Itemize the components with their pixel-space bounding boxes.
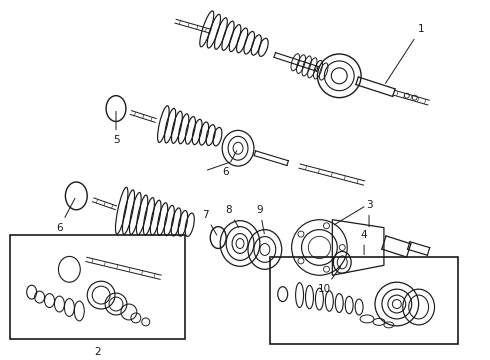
- Text: 3: 3: [366, 200, 372, 227]
- Text: 6: 6: [222, 151, 237, 177]
- Text: 1: 1: [386, 24, 424, 84]
- Text: 8: 8: [225, 205, 239, 227]
- Bar: [270, 257, 458, 344]
- Text: 2: 2: [94, 347, 100, 357]
- Text: 10: 10: [318, 267, 341, 294]
- Bar: [10, 235, 185, 339]
- Text: 4: 4: [361, 230, 368, 255]
- Text: 6: 6: [56, 198, 75, 233]
- Text: 9: 9: [257, 205, 264, 234]
- Text: 5: 5: [113, 111, 120, 145]
- Text: 7: 7: [202, 210, 217, 235]
